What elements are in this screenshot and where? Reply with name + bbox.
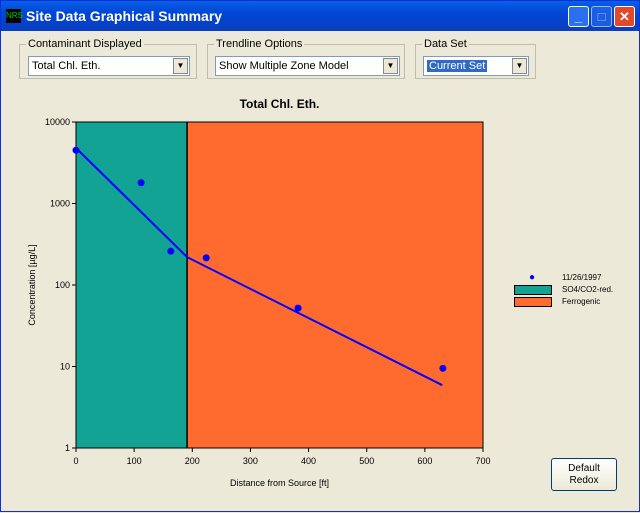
dataset-select[interactable]: Current Set ▼ <box>423 56 529 76</box>
trendline <box>75 147 443 387</box>
y-axis-label: Concentration [µg/L] <box>27 244 37 325</box>
legend: ● 11/26/1997 SO4/CO2-red. Ferrogenic <box>514 272 634 309</box>
x-axis-label: Distance from Source [ft] <box>230 478 329 488</box>
zone-region <box>76 122 188 448</box>
legend-item-series: ● 11/26/1997 <box>514 272 634 285</box>
zone-swatch <box>514 285 552 295</box>
y-tick-label: 10000 <box>45 117 70 127</box>
data-point <box>439 364 447 372</box>
default-redox-button[interactable]: Default Redox <box>551 458 617 491</box>
dataset-value: Current Set <box>425 59 489 73</box>
y-tick-label: 1000 <box>50 199 70 209</box>
y-tick-label: 1 <box>65 443 70 453</box>
close-button[interactable]: ✕ <box>614 6 635 27</box>
x-tick-label: 100 <box>127 456 142 466</box>
x-tick-label: 400 <box>301 456 316 466</box>
window-title: Site Data Graphical Summary <box>26 8 223 24</box>
trendline-value: Show Multiple Zone Model <box>219 60 349 72</box>
legend-label: 11/26/1997 <box>562 273 602 282</box>
legend-label: Ferrogenic <box>562 297 601 306</box>
data-point <box>202 254 210 262</box>
x-tick-label: 300 <box>243 456 258 466</box>
chart-title: Total Chl. Eth. <box>240 97 320 111</box>
minimize-button[interactable]: _ <box>568 6 589 27</box>
data-point <box>72 146 80 154</box>
trendline-select[interactable]: Show Multiple Zone Model ▼ <box>215 56 400 76</box>
zone-region <box>187 122 483 448</box>
contaminant-value: Total Chl. Eth. <box>32 60 101 72</box>
maximize-button[interactable]: □ <box>591 6 612 27</box>
x-tick-label: 700 <box>475 456 490 466</box>
legend-item-zone1: SO4/CO2-red. <box>514 285 634 297</box>
point-marker-icon: ● <box>529 272 536 283</box>
legend-label: SO4/CO2-red. <box>562 285 614 294</box>
x-tick-label: 500 <box>359 456 374 466</box>
button-label: Default <box>568 463 600 474</box>
contaminant-group: Contaminant Displayed Total Chl. Eth. ▼ <box>19 38 197 79</box>
x-tick-label: 200 <box>185 456 200 466</box>
data-point <box>167 247 175 255</box>
x-tick-label: 600 <box>417 456 432 466</box>
data-point <box>294 304 302 312</box>
trendline-group: Trendline Options Show Multiple Zone Mod… <box>207 38 405 79</box>
dataset-label: Data Set <box>422 38 469 50</box>
y-tick-label: 10 <box>60 362 70 372</box>
trendline-label: Trendline Options <box>214 38 305 50</box>
x-tick-label: 0 <box>73 456 78 466</box>
contaminant-label: Contaminant Displayed <box>26 38 144 50</box>
title-bar[interactable]: NRS Site Data Graphical Summary _ □ ✕ <box>1 1 639 31</box>
chevron-down-icon[interactable]: ▼ <box>173 58 188 74</box>
data-point <box>137 179 145 187</box>
chevron-down-icon[interactable]: ▼ <box>383 58 398 74</box>
contaminant-select[interactable]: Total Chl. Eth. ▼ <box>28 56 190 76</box>
legend-item-zone2: Ferrogenic <box>514 297 634 309</box>
dataset-group: Data Set Current Set ▼ <box>415 38 536 79</box>
zone-swatch <box>514 297 552 307</box>
chevron-down-icon[interactable]: ▼ <box>512 58 527 74</box>
button-label: Redox <box>569 475 599 486</box>
y-tick-label: 100 <box>55 280 70 290</box>
app-icon: NRS <box>6 9 23 23</box>
